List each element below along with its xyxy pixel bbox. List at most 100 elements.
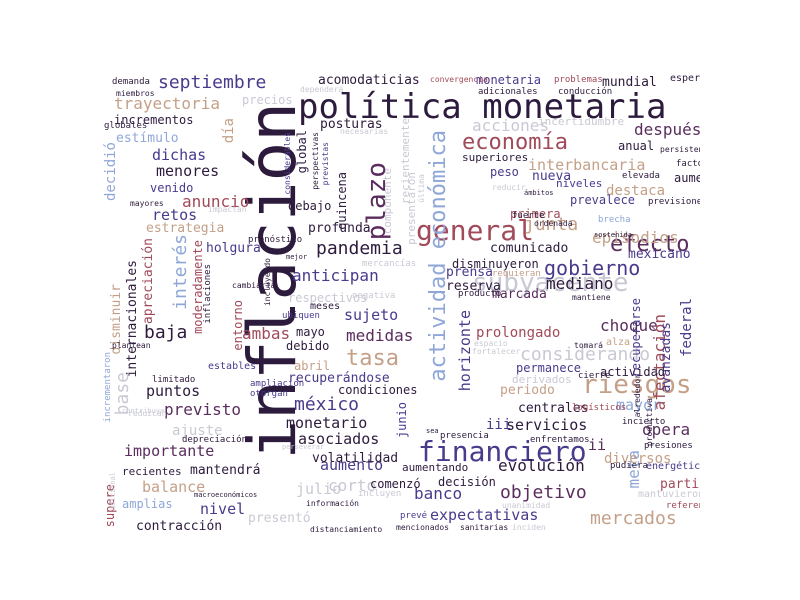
word-expectativas: expectativas xyxy=(430,506,539,524)
word-anuncio: anuncio xyxy=(182,192,250,211)
word-marcada: marcada xyxy=(492,287,547,302)
word-disminuyeron: disminuyeron xyxy=(452,257,539,271)
word-cloud: inflación política monetaria general financ… xyxy=(100,72,700,540)
word-aumento2: aumentó xyxy=(674,171,700,185)
word-prensa: prensa xyxy=(446,265,493,280)
word-negativa: negativa xyxy=(352,291,396,301)
word-mejor: mejor xyxy=(286,253,308,261)
word-espacio: espacio xyxy=(474,339,508,348)
word-actividad-economica: actividad económica xyxy=(426,130,451,382)
word-perspectivas: perspectivas xyxy=(311,132,320,190)
word-subyacente: subyacente xyxy=(472,268,629,298)
word-informacion: información xyxy=(306,499,359,508)
word-previsto: previsto xyxy=(164,400,242,419)
word-reserva: reserva xyxy=(446,279,501,294)
word-logisticos: logísticos xyxy=(572,403,627,413)
word-demanda: demanda xyxy=(112,77,150,87)
word-producto: producto xyxy=(458,289,502,299)
word-alza: alza xyxy=(606,337,631,348)
word-interbancaria: interbancaria xyxy=(528,156,646,174)
word-estimulo: estímulo xyxy=(116,131,179,146)
word-mexicano: mexicano xyxy=(628,247,691,262)
word-sujeto: sujeto xyxy=(344,306,399,324)
word-plantean: plantean xyxy=(112,341,151,350)
word-mantuvieron: mantuvieron xyxy=(638,489,700,500)
word-choque: choque xyxy=(600,316,658,335)
word-mayores: mayores xyxy=(130,199,164,208)
word-alrededor: alrededor xyxy=(633,374,642,418)
word-actividad: actividad xyxy=(600,365,666,379)
word-reducir: reducir xyxy=(492,183,526,192)
word-derivados: derivados xyxy=(512,373,572,386)
word-incierto: incierto xyxy=(622,417,666,427)
word-ubiquen: ubiquen xyxy=(282,311,320,321)
word-centrales: centrales xyxy=(518,401,589,416)
word-periodo: periodo xyxy=(500,383,555,398)
word-factores: factores xyxy=(676,159,700,169)
word-ambas: ambas xyxy=(242,324,291,343)
word-monetario: monetario xyxy=(286,414,368,432)
word-evolucion: evolución xyxy=(498,456,585,475)
word-pudiera: pudiera xyxy=(610,461,648,471)
word-efecto: efecto xyxy=(610,232,690,257)
word-volatilidad: volatilidad xyxy=(312,451,399,466)
word-unanimidad: unanimidad xyxy=(502,501,551,510)
word-abril: abril xyxy=(294,359,331,373)
word-productiva: productiva xyxy=(645,398,654,447)
word-fuerte: fuerte xyxy=(512,211,545,221)
word-problemas: problemas xyxy=(554,75,603,85)
word-horizonte: horizonte xyxy=(456,310,474,392)
word-avanzadas: avanzadas xyxy=(659,322,674,393)
word-esperada: esperada xyxy=(670,73,700,84)
word-inciden: inciden xyxy=(512,523,546,532)
word-componente: componente xyxy=(381,168,394,235)
word-balance: balance xyxy=(142,478,206,496)
word-corto: corto xyxy=(328,476,377,495)
word-iii: iii xyxy=(486,417,512,433)
word-precios: precios xyxy=(242,93,293,107)
word-adicional: adicional xyxy=(109,472,117,510)
word-acomodaticias: acomodaticias xyxy=(318,73,420,88)
word-previstas: previstas xyxy=(321,142,330,186)
word-destaca: destaca xyxy=(606,183,666,199)
word-quincena: quincena xyxy=(335,172,349,230)
word-considerando: considerando xyxy=(520,344,651,365)
word-depreciacion: depreciación xyxy=(182,435,248,445)
word-aumentando: aumentando xyxy=(402,461,469,474)
word-federal: federal xyxy=(679,298,695,358)
word-cierre: cierre xyxy=(578,371,611,381)
word-recuperandose: recuperándose xyxy=(288,371,390,386)
word-distanciamiento: distanciamiento xyxy=(310,525,383,534)
word-profunda: profunda xyxy=(308,221,371,236)
word-entorno: entorno xyxy=(231,300,245,351)
word-servicios: servicios xyxy=(506,416,588,434)
word-baja: baja xyxy=(144,322,188,343)
word-reduzcan: reduzcan xyxy=(128,409,167,418)
word-prevalece: prevalece xyxy=(570,193,636,207)
word-niveles: niveles xyxy=(556,177,603,190)
word-mencionados: mencionados xyxy=(396,523,449,532)
word-ambitos: ámbitos xyxy=(524,189,554,197)
word-aumento: aumento xyxy=(320,456,384,474)
word-mantiene: mantiene xyxy=(572,293,611,302)
word-permanece: permanece xyxy=(516,361,582,375)
word-previsiones: previsiones xyxy=(648,197,700,207)
word-prolongado: prolongado xyxy=(476,325,561,341)
word-junio: junio xyxy=(395,402,409,439)
word-incluyendo: incluyendo xyxy=(263,258,272,307)
word-julio: julio xyxy=(296,480,342,498)
word-ordenada: ordenada xyxy=(534,219,573,228)
word-amplias: amplias xyxy=(122,497,173,511)
word-nueva: nueva xyxy=(532,169,572,184)
word-requieran: requieran xyxy=(492,269,541,279)
word-cambiaria: cambiaria xyxy=(232,281,276,290)
word-peso: peso xyxy=(490,165,519,179)
word-retos: retos xyxy=(152,206,198,224)
word-estrategia: estrategia xyxy=(146,221,225,236)
word-mercancias: mercancías xyxy=(362,259,417,269)
word-importante: importante xyxy=(124,442,215,460)
word-conduccion: conducción xyxy=(558,87,613,97)
word-anticipan: anticipan xyxy=(292,266,379,285)
word-superiores: superiores xyxy=(462,151,529,164)
word-dichas: dichas xyxy=(152,146,207,164)
